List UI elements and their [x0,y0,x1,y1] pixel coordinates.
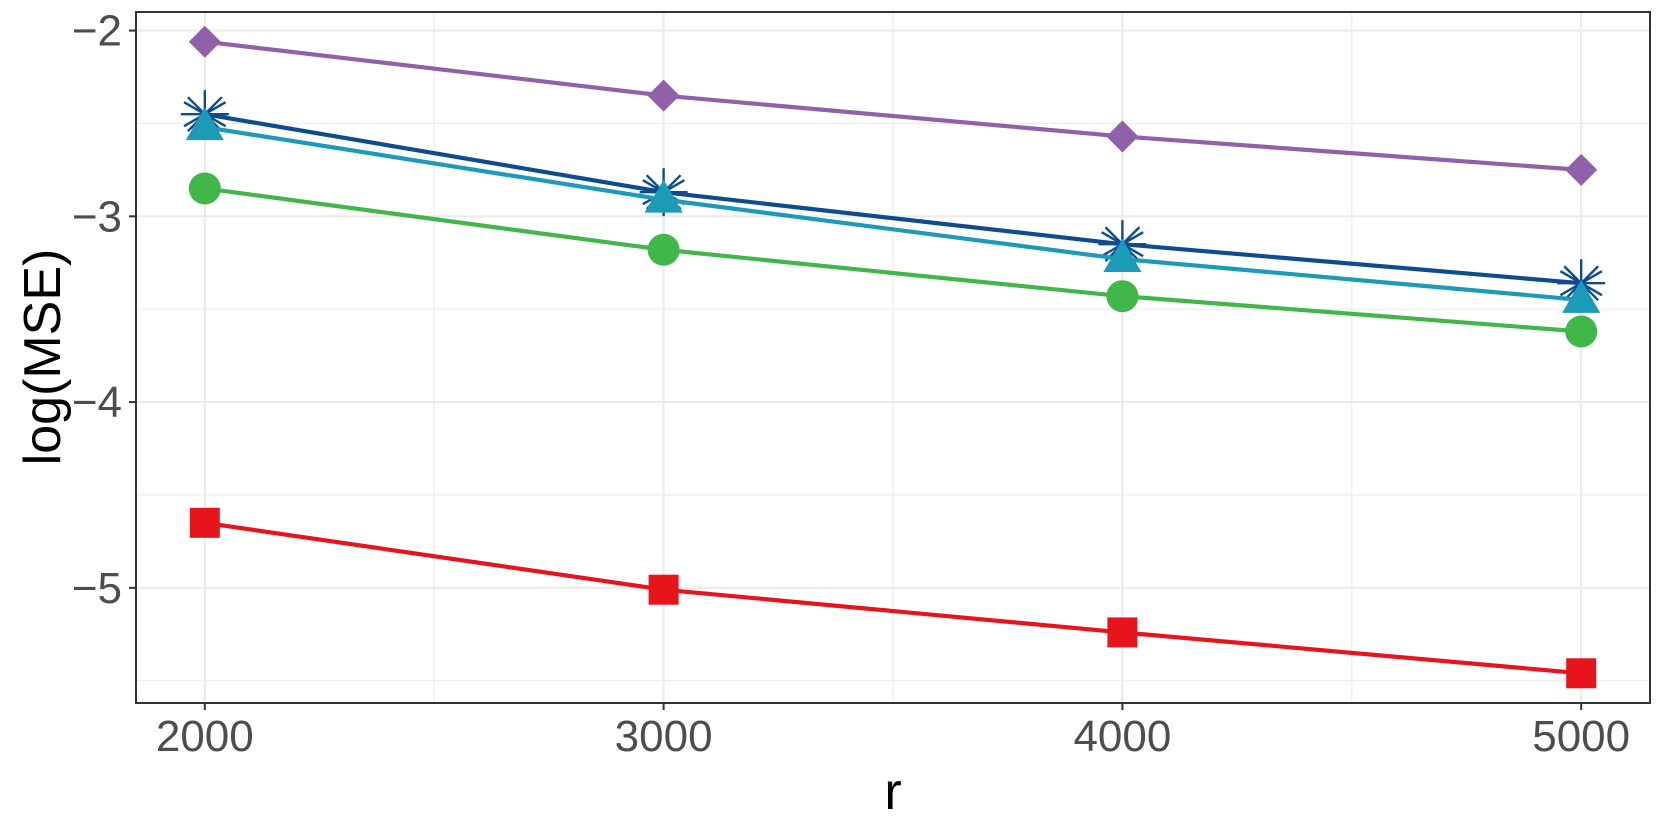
triangle-marker [1562,279,1601,313]
x-tick-label: 5000 [1532,712,1630,761]
x-axis-ticks: 2000 3000 4000 5000 [156,703,1630,761]
square-marker [1107,617,1138,648]
plot-panel-border [135,11,1651,704]
diamond-marker [188,25,221,58]
series-line [204,125,1582,303]
series-square [189,507,1597,689]
square-marker [1566,658,1597,689]
triangle-marker [644,179,683,213]
series-diamond [188,25,1598,186]
y-axis-ticks: −2 −3 −4 −5 [72,7,136,613]
series-line [204,39,1582,172]
x-tick-label: 4000 [1073,712,1171,761]
circle-marker [647,233,680,266]
y-tick-label: −5 [72,564,122,613]
diamond-marker [1106,120,1139,153]
x-axis-title: r [884,763,901,821]
y-tick-label: −2 [72,7,122,56]
series-line [204,186,1582,334]
circle-marker [1106,280,1139,313]
series-triangle [185,107,1601,313]
series-circle [188,172,1598,348]
circle-marker [188,172,221,205]
series-line [204,112,1582,286]
square-marker [189,507,220,538]
series-line [204,520,1582,676]
triangle-marker [1103,239,1142,273]
series-layer [180,25,1606,689]
square-marker [648,574,679,605]
y-axis-title: log(MSE) [14,249,72,466]
triangle-marker [185,107,224,141]
x-tick-label: 3000 [615,712,713,761]
diamond-marker [1565,153,1598,186]
circle-marker [1565,315,1598,348]
x-tick-label: 2000 [156,712,254,761]
diamond-marker [647,79,680,112]
y-tick-label: −4 [72,378,122,427]
y-tick-label: −3 [72,192,122,241]
